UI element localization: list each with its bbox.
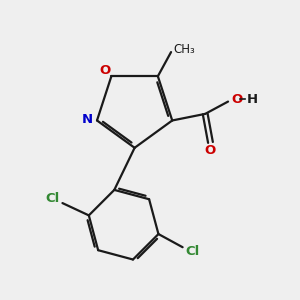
Text: CH₃: CH₃ (173, 44, 195, 56)
Text: O: O (205, 144, 216, 157)
Text: O: O (232, 93, 243, 106)
Text: Cl: Cl (185, 245, 200, 258)
Text: Cl: Cl (46, 192, 60, 205)
Text: N: N (82, 113, 93, 126)
Text: O: O (99, 64, 110, 77)
Text: H: H (247, 93, 258, 106)
